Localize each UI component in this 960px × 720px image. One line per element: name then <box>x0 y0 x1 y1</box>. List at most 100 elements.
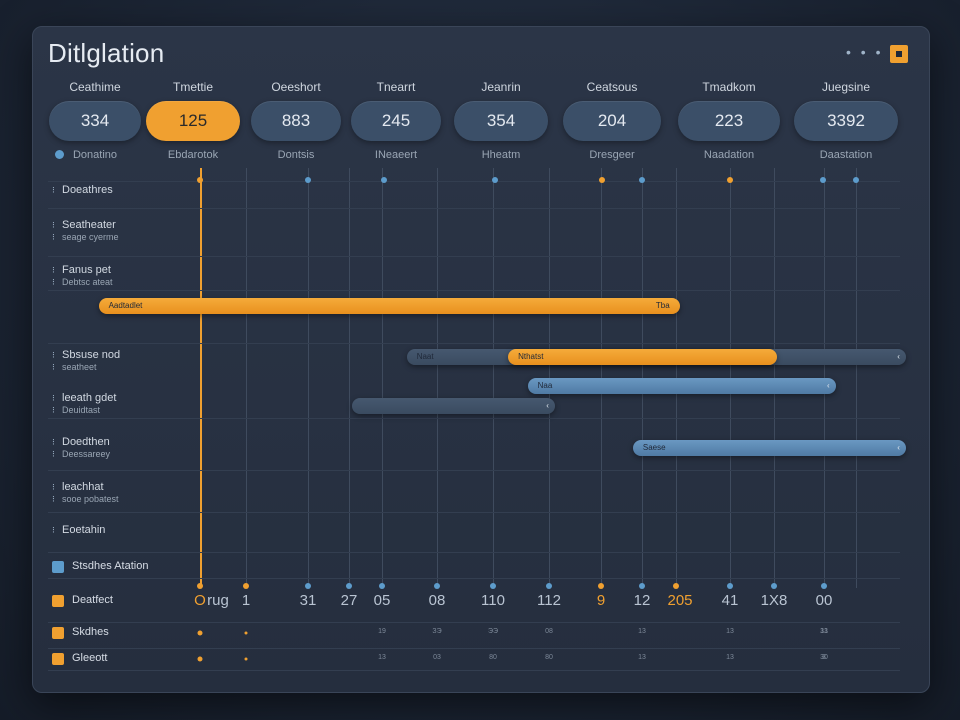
legend-label: Gleeott <box>72 652 108 664</box>
column-value-pill[interactable]: 223 <box>678 101 780 141</box>
row-label-text: Seatheater <box>62 219 116 231</box>
footer-dot-icon <box>244 631 248 635</box>
grid-hline <box>48 552 900 553</box>
axis-tick-label: O <box>194 592 206 609</box>
row-label-text: Doeathres <box>62 184 113 196</box>
column-subtitle: Naadation <box>703 149 755 161</box>
column-header: Tnearrt <box>376 80 416 94</box>
row-handle-icon: ⁝ <box>52 437 55 447</box>
column-value-pill[interactable]: 334 <box>49 101 141 141</box>
column-subtitle: Donatino <box>72 149 118 161</box>
footer-cell: 13 <box>378 654 386 661</box>
footer-cell: 80 <box>545 654 553 661</box>
grid-marker-dot <box>381 177 387 183</box>
row-label-text: Eoetahin <box>62 524 106 536</box>
column-value-pill[interactable]: 204 <box>563 101 661 141</box>
column-header: Ceathime <box>69 80 121 94</box>
window-control-icon[interactable] <box>890 45 908 63</box>
row-sublabel: sooe pobatest <box>62 494 119 504</box>
grid-vline <box>856 168 857 588</box>
column-value-pill[interactable]: 3392 <box>794 101 898 141</box>
axis-marker-dot <box>639 583 645 589</box>
footer-cell: 31 <box>820 628 828 635</box>
grid-vline <box>382 168 383 588</box>
row-handle-icon: ⁝ <box>52 185 55 195</box>
row-label-text: leeath gdet <box>62 392 117 404</box>
bar-label: Saese <box>642 443 666 452</box>
row-handle-icon: ⁝ <box>52 449 55 459</box>
footer-divider <box>48 622 900 623</box>
legend-label: Deatfect <box>72 594 113 606</box>
footer-cell: 13 <box>726 654 734 661</box>
row-sublabel: Deuidtast <box>62 405 101 415</box>
row-label: ⁝ Sbsuse nod ⁝ seatheet <box>52 349 120 373</box>
legend-label: Skdhes <box>72 626 109 638</box>
row-label-text: leachhat <box>62 481 104 493</box>
grid-vline <box>349 168 350 588</box>
legend-swatch <box>52 561 64 573</box>
column-subtitle: Ebdarotok <box>167 149 219 161</box>
grid-hline <box>48 418 900 419</box>
row-label-text: Sbsuse nod <box>62 349 121 361</box>
grid-vline <box>200 168 202 588</box>
axis-marker-dot <box>771 583 777 589</box>
bar-label: Naa <box>537 381 553 390</box>
footer-divider <box>48 670 900 671</box>
grid-marker-dot <box>197 177 203 183</box>
column-header: Jeanrin <box>481 80 521 94</box>
footer-dot-icon <box>197 630 203 636</box>
column-value-pill[interactable]: 354 <box>454 101 548 141</box>
row-sublabel: Debtsc ateat <box>62 277 113 287</box>
column-value-pill[interactable]: 245 <box>351 101 441 141</box>
timeline-bar[interactable]: ‹ <box>352 398 555 414</box>
axis-tick-label: 1X8 <box>760 592 788 609</box>
axis-marker-dot <box>305 583 311 589</box>
grid-marker-dot <box>820 177 826 183</box>
row-label: ⁝ Fanus pet ⁝ Debtsc ateat <box>52 264 113 288</box>
status-dot-icon <box>55 150 64 159</box>
footer-cell: ЗЭ <box>432 628 442 635</box>
footer-cell: 80 <box>489 654 497 661</box>
footer-cell: 13 <box>638 654 646 661</box>
legend-label: Stsdhes Atation <box>72 560 149 572</box>
column-subtitle: Dresgeer <box>589 149 635 161</box>
row-handle-icon: ⁝ <box>52 525 55 535</box>
more-menu-icon[interactable]: • • • • <box>846 44 899 60</box>
legend-swatch <box>52 653 64 665</box>
grid-marker-dot <box>727 177 733 183</box>
column-header: Ceatsous <box>586 80 638 94</box>
grid-marker-dot <box>492 177 498 183</box>
timeline-bar[interactable]: Nthatst <box>508 349 778 365</box>
timeline-bar[interactable]: Saese ‹ <box>632 440 906 456</box>
axis-marker-dot <box>434 583 440 589</box>
grid-hline <box>48 470 900 471</box>
axis-marker-dot <box>243 583 249 589</box>
bar-label: Naat <box>416 352 434 361</box>
grid-marker-dot <box>853 177 859 183</box>
axis-marker-dot <box>379 583 385 589</box>
row-label-text: Doedthen <box>62 436 110 448</box>
row-label-text: Fanus pet <box>62 264 111 276</box>
column-value-pill[interactable]: 125 <box>146 101 240 141</box>
row-sublabel: seage cyerme <box>62 232 119 242</box>
column-subtitle: Dontsis <box>277 149 315 161</box>
row-handle-icon: ⁝ <box>52 277 55 287</box>
column-subtitle: Daastation <box>819 149 873 161</box>
legend-swatch <box>52 627 64 639</box>
grid-marker-dot <box>639 177 645 183</box>
axis-tick-label: 41 <box>721 592 739 609</box>
column-value-pill[interactable]: 883 <box>251 101 341 141</box>
axis-tick-label: 00 <box>815 592 833 609</box>
axis-tick-label: 110 <box>481 592 505 609</box>
row-label: ⁝ leeath gdet ⁝ Deuidtast <box>52 392 116 416</box>
timeline-bar[interactable]: Naa ‹ <box>527 378 836 394</box>
axis-marker-dot <box>821 583 827 589</box>
axis-tick-label: 112 <box>537 592 561 609</box>
grid-vline <box>246 168 247 588</box>
footer-dot-icon <box>197 656 203 662</box>
timeline-bar[interactable]: Aadtadlet Tba <box>98 298 680 314</box>
bar-end-cap-icon: ‹ <box>546 401 549 410</box>
row-label: ⁝ Seatheater ⁝ seage cyerme <box>52 219 119 243</box>
grid-hline <box>48 343 900 344</box>
row-handle-icon: ⁝ <box>52 265 55 275</box>
